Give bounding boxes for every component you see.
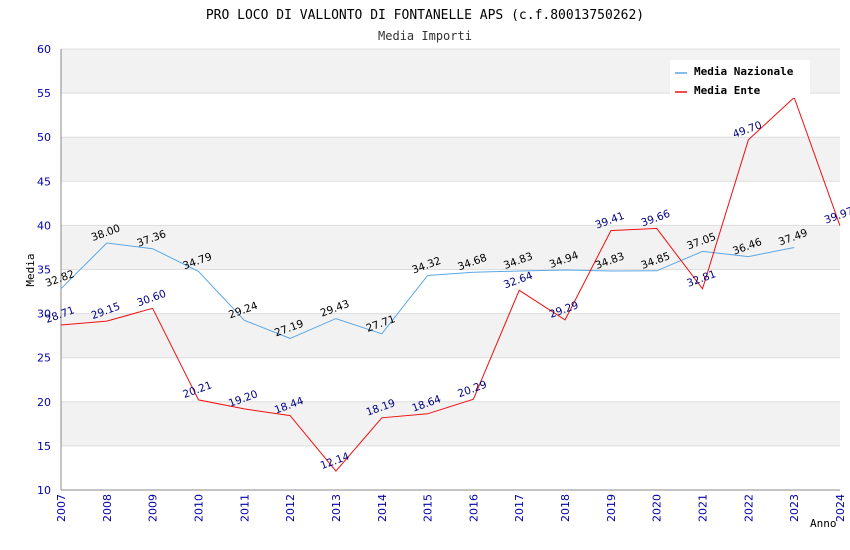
x-tick-label: 2018	[559, 494, 572, 522]
x-tick-labels: 2007 2008 2009 2010 2011 2012 2013 2014 2015 2016…	[55, 494, 847, 522]
x-tick-label: 2010	[192, 494, 205, 522]
y-tick-label: 30	[37, 308, 51, 321]
x-tick-label: 2011	[238, 494, 251, 522]
chart-subtitle: Media Importi	[378, 29, 472, 43]
legend-label-media-ente: Media Ente	[694, 84, 761, 97]
plot-background	[61, 49, 840, 490]
y-tick-label: 45	[37, 175, 51, 188]
x-tick-label: 2012	[284, 494, 297, 522]
x-tick-label: 2014	[376, 494, 389, 522]
legend-label-media-nazionale: Media Nazionale	[694, 65, 794, 78]
y-tick-label: 15	[37, 440, 51, 453]
y-tick-label: 25	[37, 352, 51, 365]
plot-band	[61, 445, 840, 490]
series-lines	[60, 96, 841, 472]
y-tick-label: 60	[37, 43, 51, 56]
x-tick-label: 2024	[834, 494, 847, 522]
x-tick-label: 2013	[330, 494, 343, 522]
y-tick-label: 35	[37, 264, 51, 277]
x-tick-label: 2023	[788, 494, 801, 522]
plot-band	[61, 181, 840, 226]
x-tick-label: 2019	[605, 494, 618, 522]
x-tick-label: 2017	[513, 494, 526, 522]
x-tick-label: 2009	[147, 494, 160, 522]
y-tick-label: 10	[37, 484, 51, 497]
chart-title: PRO LOCO DI VALLONTO DI FONTANELLE APS (…	[206, 8, 644, 23]
y-tick-label: 50	[37, 131, 51, 144]
x-axis-label: Anno	[810, 517, 837, 530]
x-tick-label: 2008	[101, 494, 114, 522]
y-tick-label: 40	[37, 219, 51, 232]
legend-box	[670, 60, 810, 98]
plot-band	[61, 93, 840, 138]
x-tick-label: 2022	[742, 494, 755, 522]
y-tick-label: 55	[37, 87, 51, 100]
plot-band	[61, 225, 840, 270]
series-line-media-ente	[60, 96, 841, 472]
plot-band	[61, 313, 840, 358]
x-tick-label: 2016	[467, 494, 480, 522]
plot-band	[61, 137, 840, 182]
x-tick-label: 2020	[651, 494, 664, 522]
x-tick-label: 2015	[422, 494, 435, 522]
x-tick-label: 2007	[55, 494, 68, 522]
plot-band	[61, 357, 840, 402]
plot-band	[61, 269, 840, 314]
series-line-media-nazionale	[60, 242, 795, 339]
y-tick-label: 20	[37, 396, 51, 409]
y-tick-labels: 10 15 20 25 30 35 40 45 50 55 60	[37, 43, 51, 497]
plot-band	[61, 401, 840, 446]
x-tick-label: 2021	[697, 494, 710, 522]
y-axis-label: Media	[24, 253, 37, 286]
legend: Media Nazionale Media Ente	[670, 60, 810, 98]
